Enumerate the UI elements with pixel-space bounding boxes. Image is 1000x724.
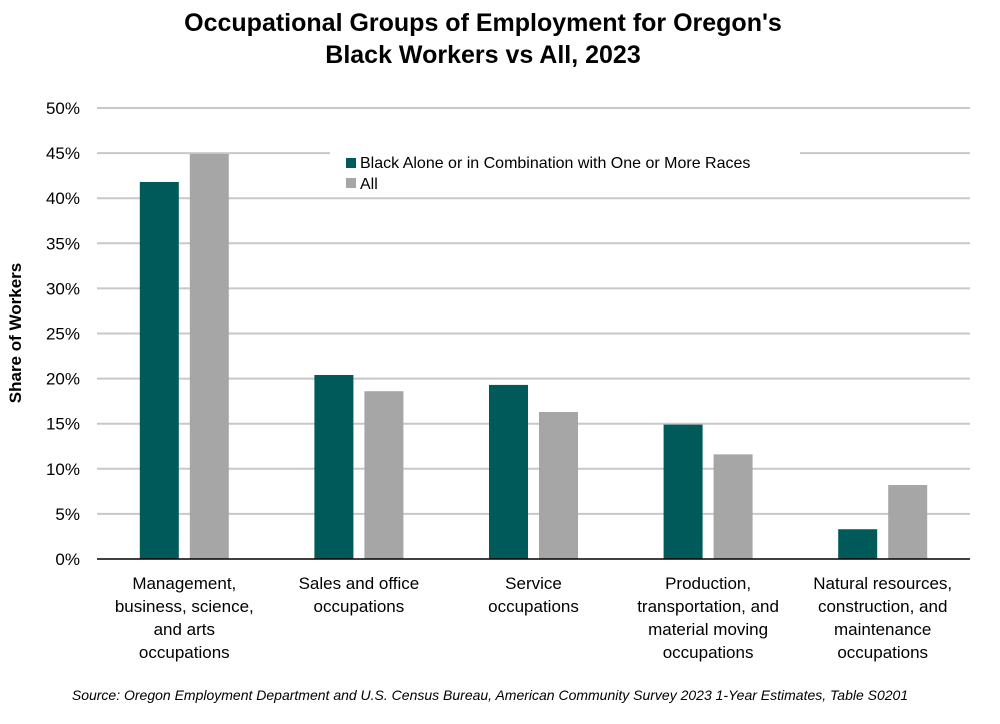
x-category-label: occupations	[488, 597, 579, 616]
bar-all-4	[888, 485, 928, 559]
x-category-label: material moving	[648, 620, 768, 639]
x-category-label: business, science,	[115, 597, 254, 616]
legend-swatch-black	[346, 158, 356, 168]
x-category-label: occupations	[139, 643, 230, 662]
x-category-label: transportation, and	[637, 597, 779, 616]
y-axis-label: Share of Workers	[6, 263, 25, 403]
bar-all-0	[189, 154, 229, 559]
bar-black-2	[489, 384, 528, 559]
bar-all-2	[539, 411, 578, 559]
y-tick-label: 20%	[46, 370, 80, 389]
x-category-label: construction, and	[818, 597, 947, 616]
bar-black-0	[139, 181, 179, 560]
x-category-label: and arts	[154, 620, 215, 639]
legend: Black Alone or in Combination with One o…	[330, 150, 800, 196]
y-tick-label: 15%	[46, 415, 80, 434]
bar-black-4	[838, 529, 878, 559]
x-category-label: occupations	[837, 643, 928, 662]
legend-label-all: All	[360, 176, 378, 193]
source-note: Source: Oregon Employment Department and…	[72, 687, 908, 703]
x-category-label: Natural resources,	[813, 574, 952, 593]
chart-title-line-2: Black Workers vs All, 2023	[325, 41, 640, 69]
legend-label-black: Black Alone or in Combination with One o…	[360, 155, 750, 172]
y-tick-label: 40%	[46, 189, 80, 208]
y-tick-label: 25%	[46, 325, 80, 344]
x-category-label: Sales and office	[299, 574, 420, 593]
y-tick-label: 30%	[46, 279, 80, 298]
x-category-label: occupations	[663, 643, 754, 662]
legend-background	[330, 150, 800, 196]
x-category-label: Production,	[665, 574, 751, 593]
x-category-label: maintenance	[834, 620, 931, 639]
x-category-label: occupations	[314, 597, 405, 616]
y-tick-label: 10%	[46, 460, 80, 479]
y-tick-label: 50%	[46, 99, 80, 118]
bar-all-3	[713, 454, 753, 559]
y-tick-label: 0%	[55, 550, 80, 569]
y-tick-label: 35%	[46, 234, 80, 253]
bar-black-3	[663, 424, 703, 559]
bar-all-1	[364, 391, 404, 559]
y-tick-label: 5%	[55, 505, 80, 524]
bar-black-1	[314, 374, 354, 559]
legend-swatch-all	[346, 178, 356, 188]
chart-title-line-1: Occupational Groups of Employment for Or…	[184, 9, 782, 37]
x-category-label: Management,	[132, 574, 236, 593]
y-tick-label: 45%	[46, 144, 80, 163]
x-category-label: Service	[505, 574, 562, 593]
